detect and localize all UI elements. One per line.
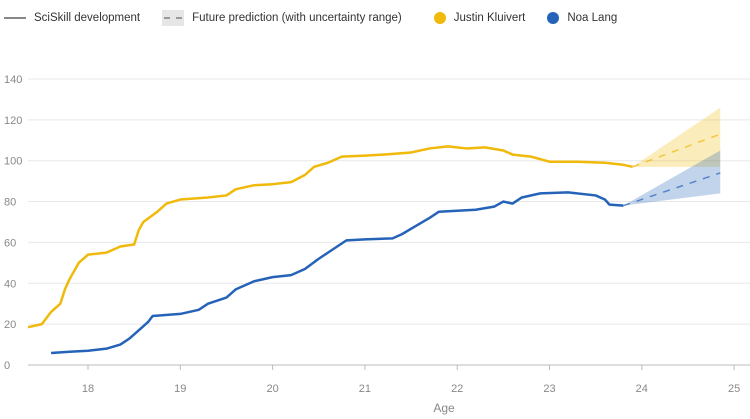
- legend-item-noa-lang[interactable]: Noa Lang: [547, 12, 617, 24]
- x-tick-label: 24: [636, 383, 648, 395]
- dashed-line-swatch: [162, 10, 185, 26]
- y-tick-label: 80: [4, 197, 16, 209]
- legend: SciSkill development Future prediction (…: [4, 10, 639, 26]
- x-tick-label: 22: [451, 383, 463, 395]
- solid-line-swatch: [4, 17, 26, 19]
- legend-label: Noa Lang: [567, 12, 618, 24]
- x-tick-label: 23: [543, 383, 555, 395]
- x-axis-label: Age: [433, 401, 455, 415]
- x-tick-label: 20: [266, 383, 278, 395]
- legend-label: Justin Kluivert: [453, 12, 526, 24]
- x-tick-label: 25: [728, 383, 740, 395]
- x-tick-label: 19: [174, 383, 186, 395]
- y-tick-label: 40: [4, 278, 16, 290]
- blue-dot-icon: [547, 12, 560, 24]
- legend-item-prediction: Future prediction (with uncertainty rang…: [162, 10, 402, 26]
- x-tick-label: 21: [359, 383, 371, 395]
- justin-kluivert-line: [27, 145, 633, 329]
- yellow-dot-icon: [433, 12, 446, 24]
- legend-label: Future prediction (with uncertainty rang…: [192, 12, 402, 24]
- y-tick-label: 60: [4, 237, 16, 249]
- y-tick-label: 140: [4, 74, 22, 86]
- y-tick-label: 120: [4, 115, 22, 127]
- justin-kluivert-prediction-line: [632, 133, 721, 168]
- noa-lang-line: [50, 191, 624, 355]
- y-tick-label: 100: [4, 156, 22, 168]
- noa-lang-uncertainty-band: [623, 150, 721, 206]
- y-tick-label: 20: [4, 319, 16, 331]
- legend-item-justin-kluivert[interactable]: Justin Kluivert: [433, 12, 526, 24]
- x-tick-label: 18: [82, 383, 94, 395]
- legend-item-development: SciSkill development: [4, 12, 140, 24]
- noa-lang-prediction-line: [623, 172, 721, 207]
- legend-label: SciSkill development: [34, 12, 141, 24]
- y-tick-label: 0: [4, 360, 10, 372]
- justin-kluivert-uncertainty-band: [632, 107, 721, 167]
